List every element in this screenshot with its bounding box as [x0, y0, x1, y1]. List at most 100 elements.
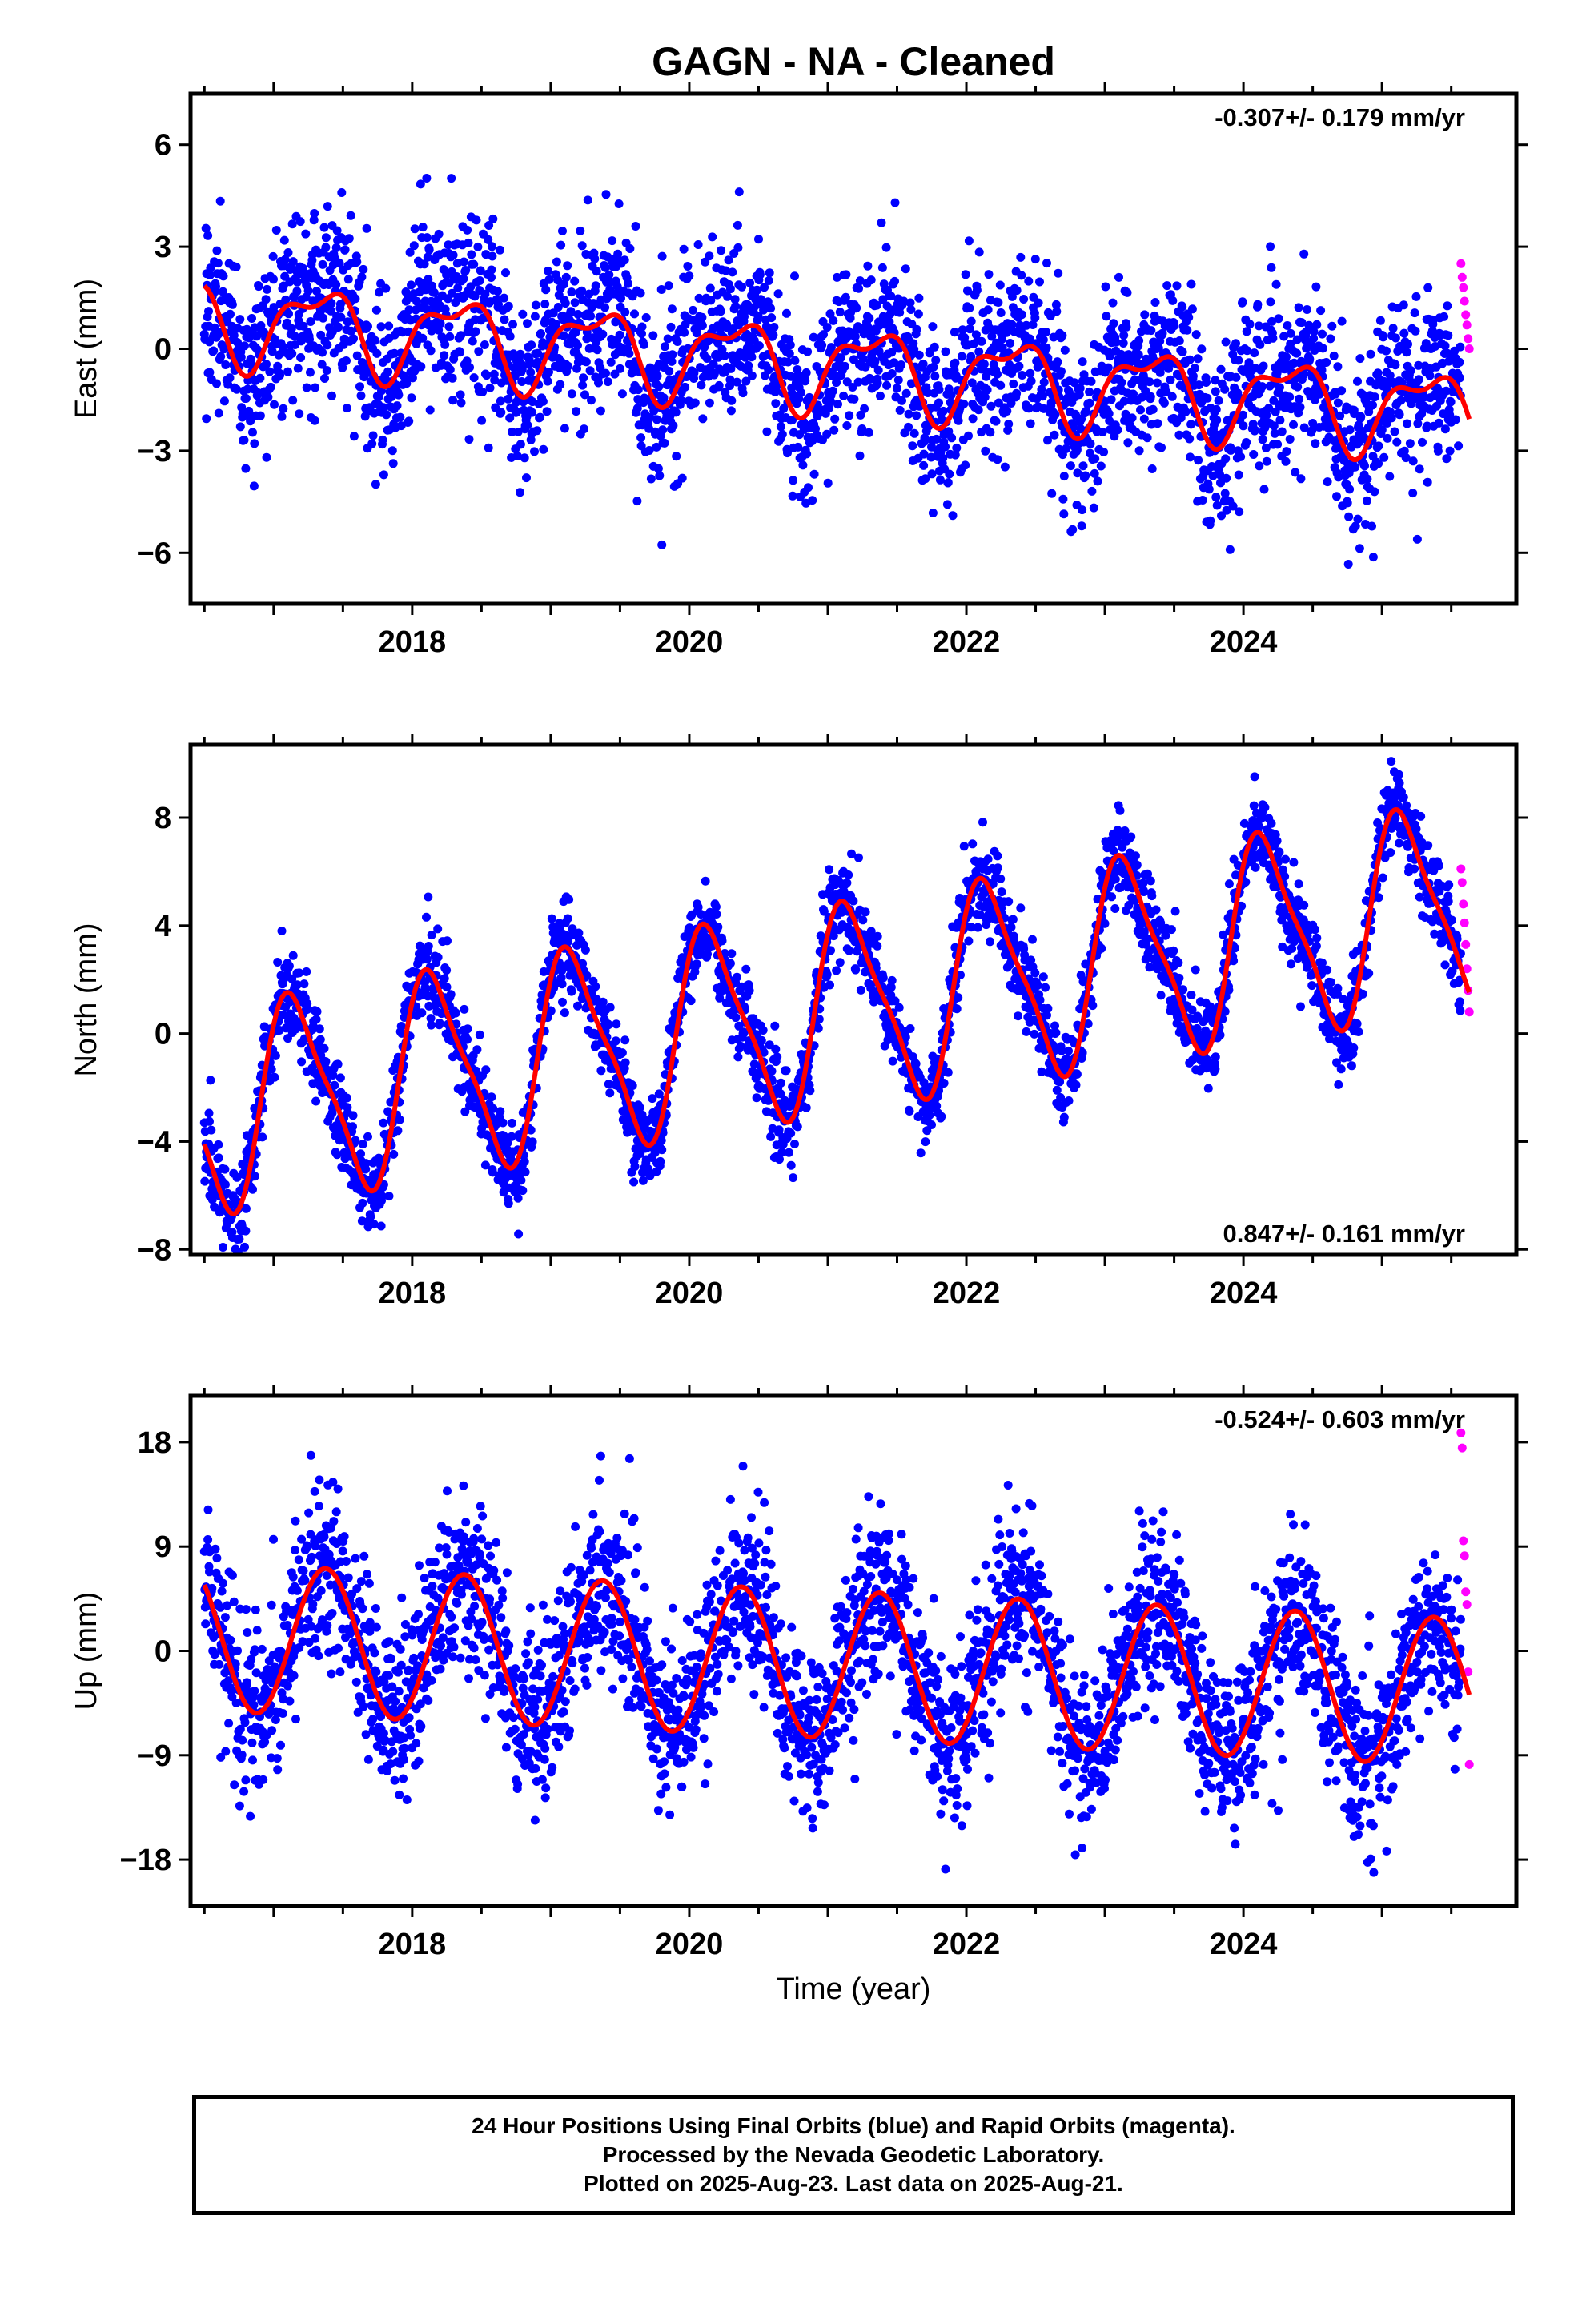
north-final-point — [312, 1007, 322, 1016]
east-final-point — [402, 379, 412, 388]
east-final-point — [517, 377, 527, 386]
north-final-point — [319, 1043, 329, 1053]
east-final-point — [889, 358, 899, 368]
north-final-point — [297, 1057, 307, 1067]
east-final-point — [782, 308, 791, 318]
east-final-point — [512, 407, 522, 416]
east-final-point — [1446, 397, 1456, 407]
east-final-point — [418, 333, 428, 343]
east-final-point — [1249, 450, 1259, 459]
east-final-point — [1451, 415, 1460, 424]
north-final-point — [508, 1118, 516, 1128]
east-final-point — [1286, 328, 1295, 338]
east-final-point — [524, 356, 534, 365]
east-final-point — [654, 382, 664, 392]
east-final-point — [998, 334, 1007, 344]
east-final-point — [829, 425, 839, 435]
north-final-point — [564, 895, 574, 904]
north-final-point — [873, 941, 882, 951]
east-final-point — [577, 286, 587, 296]
north-final-point — [861, 907, 870, 917]
east-final-point — [1402, 348, 1411, 357]
east-final-point — [372, 348, 382, 358]
east-final-point — [445, 365, 455, 374]
east-final-point — [698, 414, 708, 424]
east-final-point — [1222, 505, 1231, 515]
east-final-point — [262, 360, 271, 369]
east-final-point — [1285, 392, 1295, 402]
east-final-point — [872, 300, 881, 310]
north-final-point — [258, 1132, 267, 1142]
north-final-point — [801, 1103, 811, 1112]
east-final-point — [854, 283, 863, 293]
east-final-point — [323, 202, 332, 211]
east-final-point — [1391, 333, 1400, 343]
east-final-point — [1295, 403, 1305, 412]
north-final-point — [773, 1052, 782, 1062]
north-final-point — [733, 1052, 743, 1062]
east-final-point — [974, 347, 984, 356]
east-final-point — [1259, 361, 1268, 371]
east-final-point — [716, 307, 725, 316]
north-final-point — [580, 945, 590, 955]
east-final-point — [1174, 430, 1184, 440]
east-final-point — [928, 509, 938, 517]
east-final-point — [1374, 441, 1383, 451]
north-final-point — [288, 951, 298, 960]
north-final-point — [943, 1068, 953, 1077]
east-final-point — [991, 416, 1001, 426]
east-final-point — [1239, 410, 1247, 420]
east-final-point — [204, 307, 213, 316]
east-final-point — [590, 254, 600, 263]
east-final-point — [866, 275, 876, 285]
north-final-point — [206, 1076, 215, 1085]
east-final-point — [1008, 303, 1018, 312]
north-final-point — [433, 952, 443, 962]
north-final-point — [822, 970, 832, 979]
north-final-point — [770, 1021, 780, 1031]
north-final-point — [937, 1112, 946, 1121]
east-final-point — [848, 383, 857, 392]
east-final-point — [1076, 424, 1086, 434]
east-final-point — [633, 385, 643, 395]
north-final-point — [921, 1137, 930, 1147]
east-final-point — [948, 511, 958, 521]
east-final-point — [508, 320, 517, 329]
east-final-point — [671, 408, 681, 417]
east-final-point — [249, 481, 259, 491]
east-final-point — [923, 388, 933, 397]
east-final-point — [421, 285, 430, 295]
east-final-point — [212, 379, 221, 388]
east-final-point — [1024, 404, 1034, 413]
east-final-point — [945, 469, 954, 479]
east-final-point — [1403, 419, 1412, 428]
east-final-point — [367, 439, 377, 448]
east-final-point — [516, 349, 525, 359]
east-final-point — [998, 343, 1007, 352]
east-final-point — [897, 396, 906, 405]
east-final-point — [946, 390, 956, 400]
east-x-tick-label: 2018 — [379, 625, 447, 659]
east-final-point — [1168, 296, 1178, 305]
east-final-point — [717, 246, 726, 255]
east-final-point — [342, 356, 351, 365]
east-final-point — [1392, 437, 1402, 447]
east-final-point — [504, 394, 513, 404]
east-final-point — [1142, 433, 1152, 443]
north-final-point — [851, 965, 861, 975]
east-final-point — [1068, 525, 1078, 534]
east-final-point — [977, 336, 986, 346]
east-final-point — [352, 351, 362, 360]
east-final-point — [518, 309, 528, 319]
east-final-point — [613, 249, 623, 259]
east-final-point — [959, 399, 969, 408]
east-final-point — [523, 319, 532, 328]
east-final-point — [405, 247, 415, 257]
east-final-point — [1146, 326, 1156, 336]
east-final-point — [296, 353, 306, 362]
north-final-point — [424, 942, 433, 951]
east-final-point — [1166, 375, 1175, 384]
east-final-point — [1236, 452, 1246, 461]
east-final-point — [863, 323, 873, 332]
east-final-point — [552, 257, 561, 267]
